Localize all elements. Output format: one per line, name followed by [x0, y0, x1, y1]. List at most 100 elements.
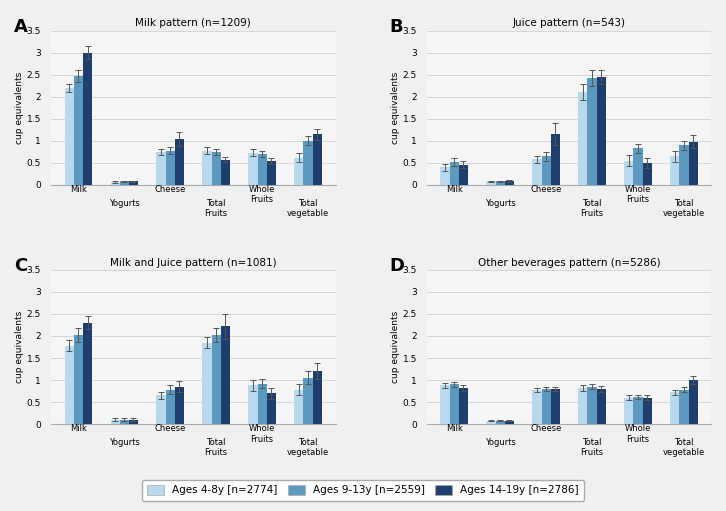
Bar	[688, 380, 698, 424]
Text: C: C	[14, 258, 27, 275]
Bar	[258, 154, 266, 185]
Bar	[551, 389, 560, 424]
Bar	[624, 398, 633, 424]
Bar	[83, 323, 92, 424]
Bar	[303, 378, 313, 424]
Text: A: A	[14, 18, 28, 36]
Bar	[643, 163, 652, 185]
Bar	[459, 388, 468, 424]
Bar	[449, 162, 459, 185]
Text: Milk: Milk	[70, 424, 87, 433]
Bar	[120, 181, 129, 185]
Bar	[203, 151, 211, 185]
Text: Whole
Fruits: Whole Fruits	[249, 424, 275, 444]
Text: Cheese: Cheese	[531, 424, 562, 433]
Bar	[166, 390, 175, 424]
Text: Total
vegetable: Total vegetable	[287, 199, 329, 218]
Legend: Ages 4-8y [n=2774], Ages 9-13y [n=2559], Ages 14-19y [n=2786]: Ages 4-8y [n=2774], Ages 9-13y [n=2559],…	[142, 480, 584, 501]
Text: Milk: Milk	[446, 424, 462, 433]
Text: Cheese: Cheese	[155, 185, 186, 194]
Bar	[680, 145, 688, 185]
Text: Yogurts: Yogurts	[109, 438, 139, 447]
Text: Yogurts: Yogurts	[485, 199, 515, 208]
Text: B: B	[390, 18, 404, 36]
Bar	[441, 385, 449, 424]
Text: Total
Fruits: Total Fruits	[581, 438, 603, 457]
Bar	[532, 390, 542, 424]
Bar	[303, 141, 313, 185]
Y-axis label: cup equivalents: cup equivalents	[391, 311, 400, 383]
Bar	[74, 335, 83, 424]
Bar	[129, 420, 138, 424]
Bar	[633, 397, 643, 424]
Text: Total
Fruits: Total Fruits	[205, 199, 228, 218]
Bar	[221, 160, 230, 185]
Bar	[157, 396, 166, 424]
Bar	[597, 77, 605, 185]
Bar	[166, 151, 175, 185]
Text: Total
vegetable: Total vegetable	[663, 438, 705, 457]
Bar	[449, 384, 459, 424]
Bar	[294, 390, 303, 424]
Text: Milk: Milk	[70, 185, 87, 194]
Bar	[542, 389, 551, 424]
Bar	[221, 326, 230, 424]
Bar	[680, 390, 688, 424]
Text: Total
Fruits: Total Fruits	[205, 438, 228, 457]
Text: Yogurts: Yogurts	[109, 199, 139, 208]
Bar	[248, 153, 258, 185]
Bar	[211, 152, 221, 185]
Bar	[175, 387, 184, 424]
Bar	[532, 159, 542, 185]
Bar	[505, 421, 514, 424]
Bar	[688, 142, 698, 185]
Y-axis label: cup equivalents: cup equivalents	[15, 72, 24, 144]
Bar	[258, 384, 266, 424]
Bar	[120, 420, 129, 424]
Bar	[505, 181, 514, 185]
Bar	[211, 335, 221, 424]
Bar	[294, 157, 303, 185]
Bar	[83, 53, 92, 185]
Bar	[266, 393, 276, 424]
Title: Milk pattern (n=1209): Milk pattern (n=1209)	[135, 18, 251, 29]
Y-axis label: cup equivalents: cup equivalents	[15, 311, 24, 383]
Bar	[643, 398, 652, 424]
Bar	[313, 134, 322, 185]
Text: D: D	[390, 258, 404, 275]
Title: Other beverages pattern (n=5286): Other beverages pattern (n=5286)	[478, 258, 661, 268]
Bar	[110, 182, 120, 185]
Title: Milk and Juice pattern (n=1081): Milk and Juice pattern (n=1081)	[110, 258, 277, 268]
Bar	[624, 161, 633, 185]
Text: Cheese: Cheese	[531, 185, 562, 194]
Bar	[175, 139, 184, 185]
Bar	[486, 181, 496, 185]
Bar	[486, 421, 496, 424]
Bar	[579, 92, 587, 185]
Y-axis label: cup equivalents: cup equivalents	[391, 72, 400, 144]
Bar	[670, 156, 680, 185]
Bar	[579, 388, 587, 424]
Bar	[441, 167, 449, 185]
Bar	[313, 371, 322, 424]
Bar	[633, 148, 643, 185]
Text: Yogurts: Yogurts	[485, 438, 515, 447]
Text: Cheese: Cheese	[155, 424, 186, 433]
Text: Total
vegetable: Total vegetable	[663, 199, 705, 218]
Bar	[587, 78, 597, 185]
Bar	[74, 76, 83, 185]
Bar	[110, 420, 120, 424]
Bar	[248, 385, 258, 424]
Bar	[65, 88, 74, 185]
Bar	[551, 134, 560, 185]
Text: Milk: Milk	[446, 185, 462, 194]
Bar	[542, 156, 551, 185]
Text: Whole
Fruits: Whole Fruits	[625, 185, 651, 204]
Bar	[496, 421, 505, 424]
Text: Total
vegetable: Total vegetable	[287, 438, 329, 457]
Text: Total
Fruits: Total Fruits	[581, 199, 603, 218]
Bar	[597, 389, 605, 424]
Text: Whole
Fruits: Whole Fruits	[625, 424, 651, 444]
Bar	[496, 181, 505, 185]
Bar	[129, 181, 138, 185]
